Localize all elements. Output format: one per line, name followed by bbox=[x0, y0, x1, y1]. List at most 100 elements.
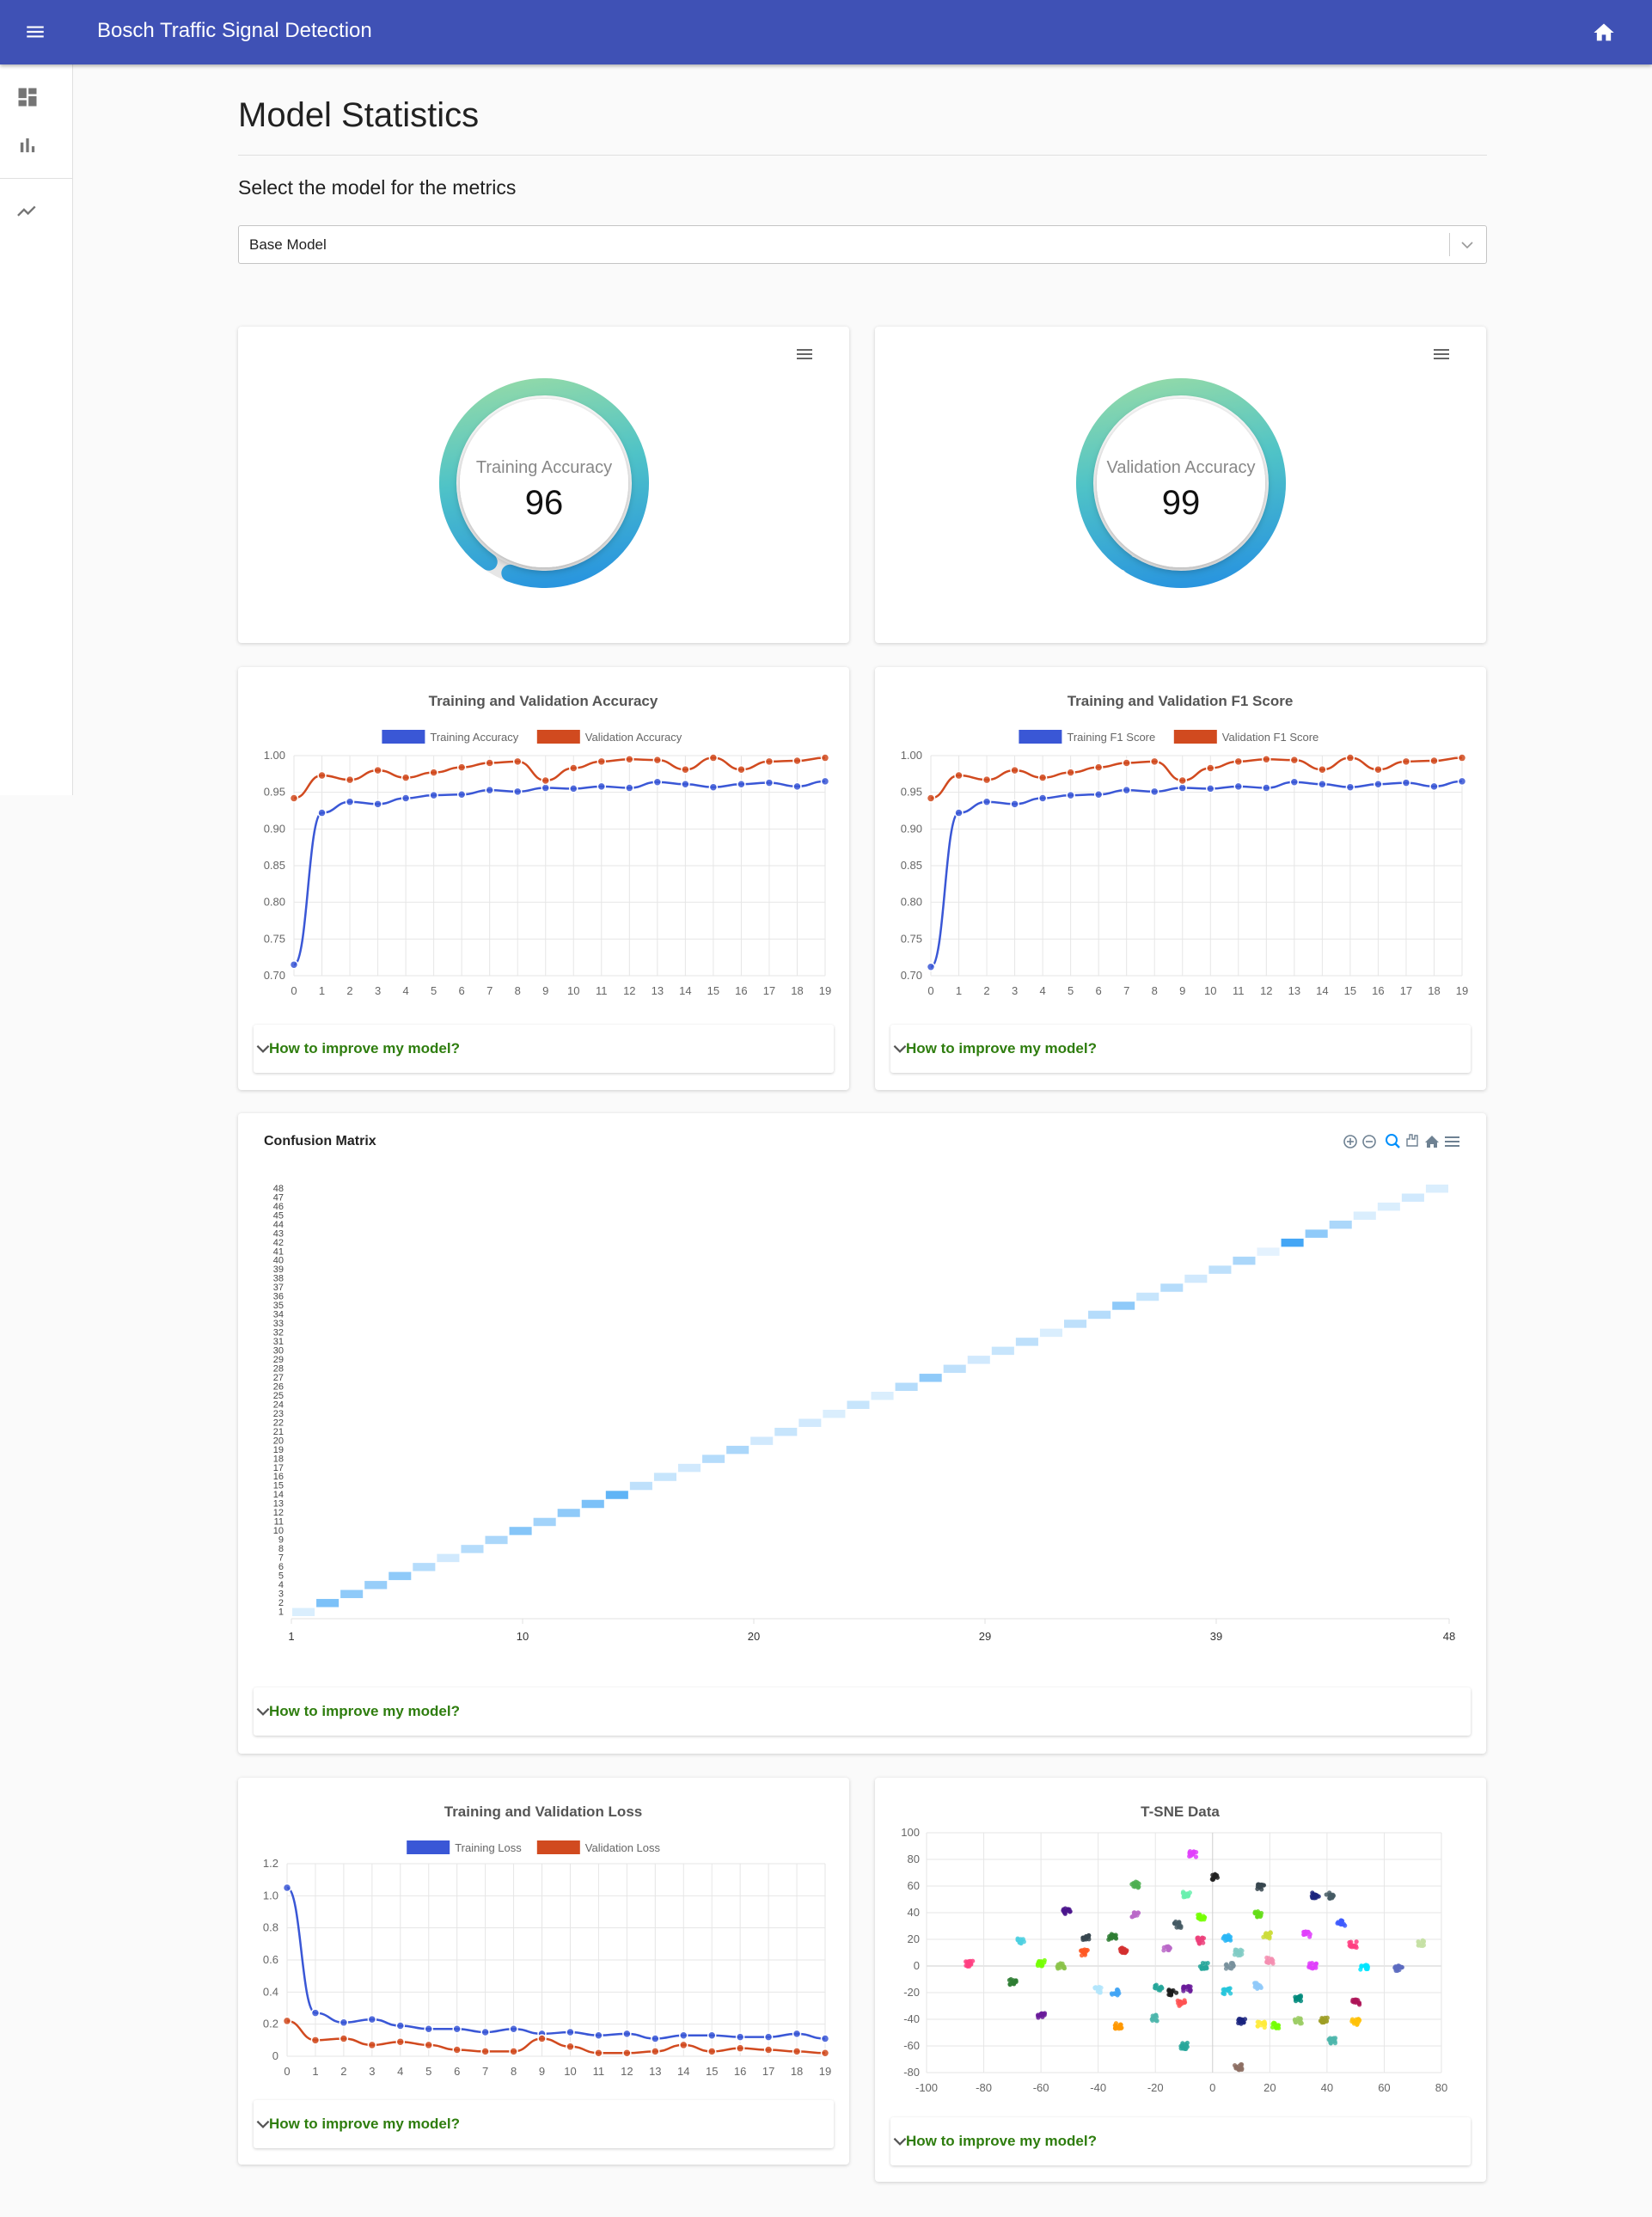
data-point bbox=[1345, 782, 1355, 792]
scatter-point bbox=[1353, 2000, 1358, 2006]
scatter-point bbox=[1187, 1984, 1192, 1989]
data-point bbox=[424, 2024, 433, 2034]
dashboard-icon[interactable] bbox=[15, 85, 40, 109]
scatter-point bbox=[1202, 1914, 1208, 1920]
data-point bbox=[1429, 781, 1439, 792]
data-point bbox=[954, 808, 964, 818]
trending-icon[interactable] bbox=[15, 199, 40, 223]
scatter-point bbox=[1239, 2061, 1244, 2067]
validation-accuracy-card: Validation Accuracy 99 bbox=[875, 327, 1486, 643]
data-point bbox=[737, 764, 746, 775]
scatter-cluster bbox=[1335, 1918, 1348, 1928]
scatter-point bbox=[1261, 1934, 1266, 1939]
data-point bbox=[424, 2040, 433, 2050]
y-tick-label: 0.95 bbox=[264, 786, 285, 799]
x-tick-label: 10 bbox=[564, 2065, 576, 2078]
data-point bbox=[1401, 756, 1411, 767]
training-accuracy-gauge: Training Accuracy 96 bbox=[439, 349, 812, 588]
y-tick-label: 31 bbox=[273, 1337, 284, 1347]
data-point bbox=[1093, 762, 1104, 772]
x-tick-label: 7 bbox=[482, 2065, 488, 2078]
hamburger-menu-icon[interactable] bbox=[1445, 1136, 1459, 1147]
data-point bbox=[537, 2034, 547, 2043]
hamburger-menu-icon[interactable] bbox=[1434, 349, 1449, 359]
data-point bbox=[317, 808, 327, 818]
icon-shape bbox=[1386, 1134, 1398, 1146]
bar-chart-icon[interactable] bbox=[15, 133, 40, 157]
data-point bbox=[1178, 775, 1187, 786]
data-point bbox=[820, 2049, 830, 2058]
y-tick-label: 0 bbox=[272, 2049, 278, 2062]
improve-accordion-loss[interactable]: How to improve my model? bbox=[254, 2100, 834, 2148]
scatter-cluster bbox=[1080, 1932, 1092, 1943]
chevron-down-icon[interactable] bbox=[1459, 236, 1476, 254]
y-tick-label: 43 bbox=[273, 1228, 284, 1239]
data-point bbox=[509, 2047, 518, 2056]
chevron-down-icon[interactable] bbox=[254, 2115, 272, 2134]
scatter-cluster bbox=[1252, 1981, 1263, 1992]
scatter-point bbox=[1263, 1931, 1269, 1936]
scatter-point bbox=[1124, 1948, 1129, 1953]
scatter-point bbox=[1261, 2020, 1266, 2025]
data-point bbox=[982, 797, 992, 807]
chevron-down-icon[interactable] bbox=[890, 2132, 909, 2151]
scatter-cluster bbox=[1092, 1984, 1104, 1995]
zoom-out-icon[interactable] bbox=[1362, 1135, 1376, 1148]
x-tick-label: 9 bbox=[539, 2065, 545, 2078]
data-point bbox=[1401, 778, 1411, 787]
scatter-point bbox=[1061, 1907, 1066, 1912]
scatter-cluster bbox=[1326, 2036, 1338, 2046]
legend-swatch bbox=[382, 730, 425, 744]
x-tick-label: 1 bbox=[288, 1630, 294, 1643]
y-tick-label: 33 bbox=[273, 1319, 284, 1329]
hamburger-menu-icon[interactable] bbox=[797, 349, 812, 359]
x-tick-label: 4 bbox=[1039, 984, 1045, 997]
heatmap-cell bbox=[413, 1563, 436, 1571]
pan-icon[interactable] bbox=[1406, 1134, 1418, 1147]
home-icon[interactable] bbox=[1592, 21, 1616, 45]
x-tick-label: 18 bbox=[791, 2065, 803, 2078]
zoom-in-icon[interactable] bbox=[1343, 1135, 1357, 1148]
y-tick-label: 1.00 bbox=[901, 749, 922, 762]
chevron-down-icon[interactable] bbox=[890, 1039, 909, 1058]
improve-accordion-tsne[interactable]: How to improve my model? bbox=[890, 2117, 1471, 2165]
side-drawer bbox=[0, 64, 73, 795]
scatter-point bbox=[1164, 1944, 1169, 1950]
scatter-point bbox=[1258, 1985, 1263, 1990]
data-point bbox=[792, 2047, 802, 2056]
x-tick-label: 5 bbox=[1068, 984, 1074, 997]
improve-label: How to improve my model? bbox=[906, 2133, 1097, 2149]
reset-home-icon[interactable] bbox=[1425, 1136, 1439, 1148]
x-tick-label: 15 bbox=[1344, 984, 1356, 997]
menu-icon[interactable] bbox=[24, 21, 46, 43]
improve-accordion-f1[interactable]: How to improve my model? bbox=[890, 1025, 1471, 1073]
scatter-point bbox=[1266, 1956, 1271, 1961]
y-tick-label: 45 bbox=[273, 1210, 284, 1221]
y-tick-label: 30 bbox=[273, 1346, 284, 1357]
heatmap-cell bbox=[726, 1445, 750, 1455]
y-tick-label: 0.2 bbox=[263, 2018, 278, 2030]
improve-accordion-accuracy[interactable]: How to improve my model? bbox=[254, 1025, 834, 1073]
chevron-down-icon[interactable] bbox=[254, 1039, 272, 1058]
scatter-point bbox=[1223, 1987, 1228, 1993]
scatter-point bbox=[1135, 1883, 1140, 1889]
data-point bbox=[485, 785, 494, 795]
data-point bbox=[651, 2047, 660, 2056]
data-point bbox=[597, 781, 607, 792]
y-tick-label: 42 bbox=[273, 1238, 284, 1248]
improve-accordion-confusion[interactable]: How to improve my model? bbox=[254, 1687, 1471, 1736]
model-select[interactable]: Base Model bbox=[238, 225, 1487, 264]
data-point bbox=[679, 2030, 688, 2040]
scatter-point bbox=[1222, 1991, 1227, 1997]
scatter-point bbox=[1232, 2063, 1238, 2068]
x-tick-label: 1 bbox=[319, 984, 325, 997]
data-point bbox=[708, 782, 719, 792]
heatmap-cell bbox=[1233, 1256, 1256, 1265]
scatter-point bbox=[1268, 1931, 1274, 1936]
gauge-value: 96 bbox=[525, 484, 564, 522]
x-tick-label: 11 bbox=[1233, 984, 1245, 997]
zoom-icon[interactable] bbox=[1386, 1134, 1400, 1148]
scatter-point bbox=[1153, 2018, 1159, 2024]
y-tick-label: 28 bbox=[273, 1363, 284, 1374]
chevron-down-icon[interactable] bbox=[254, 1702, 272, 1721]
